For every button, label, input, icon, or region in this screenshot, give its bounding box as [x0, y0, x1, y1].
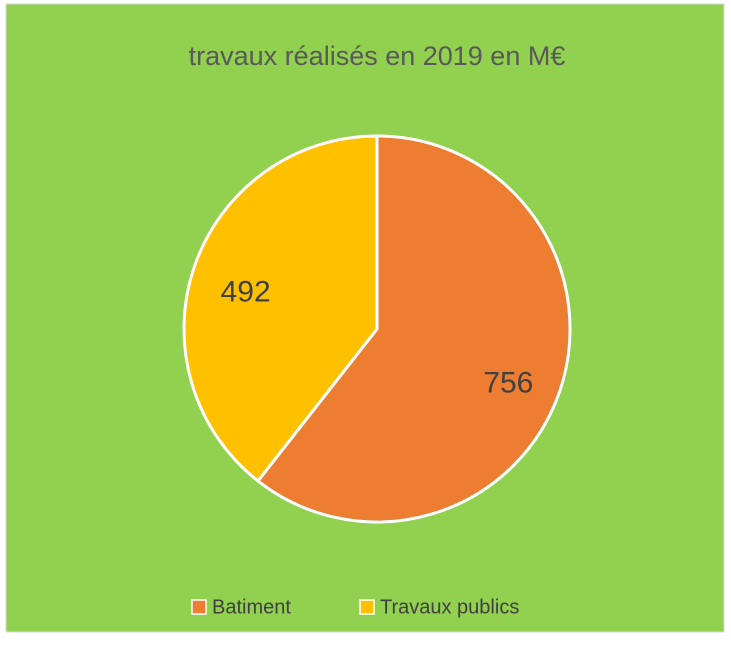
- legend-label: Batiment: [212, 596, 291, 618]
- chart-title: travaux réalisés en 2019 en M€: [189, 41, 566, 71]
- legend-label: Travaux publics: [380, 596, 519, 618]
- legend-swatch: [191, 599, 207, 615]
- data-label: 756: [483, 366, 533, 399]
- data-label: 492: [221, 276, 271, 309]
- pie-slice: [182, 134, 379, 484]
- pie-slice: [255, 134, 572, 524]
- legend-swatch: [359, 599, 375, 615]
